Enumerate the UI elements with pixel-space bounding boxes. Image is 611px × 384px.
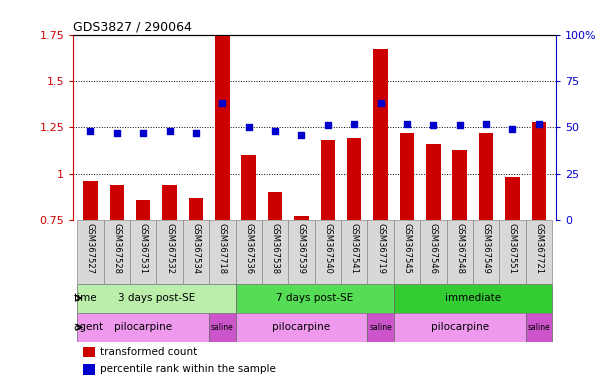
Text: pilocarpine: pilocarpine xyxy=(114,322,172,332)
Bar xyxy=(241,155,256,220)
Bar xyxy=(499,220,525,284)
Point xyxy=(534,121,544,127)
Bar xyxy=(136,200,150,220)
Text: GSM367528: GSM367528 xyxy=(112,223,122,274)
Point xyxy=(296,132,306,138)
Text: GSM367536: GSM367536 xyxy=(244,223,253,274)
Bar xyxy=(505,177,520,220)
Bar xyxy=(235,220,262,284)
Point xyxy=(191,130,201,136)
Bar xyxy=(525,313,552,342)
Bar xyxy=(453,149,467,220)
Bar xyxy=(394,313,525,342)
Bar xyxy=(77,313,209,342)
Text: GSM367539: GSM367539 xyxy=(297,223,306,274)
Bar xyxy=(315,220,341,284)
Bar xyxy=(215,35,230,220)
Bar xyxy=(83,347,95,358)
Bar xyxy=(189,198,203,220)
Bar xyxy=(77,284,235,313)
Text: GSM367538: GSM367538 xyxy=(271,223,280,274)
Text: percentile rank within the sample: percentile rank within the sample xyxy=(100,364,276,374)
Bar xyxy=(163,185,177,220)
Point xyxy=(138,130,148,136)
Text: transformed count: transformed count xyxy=(100,347,197,357)
Bar xyxy=(426,144,441,220)
Text: saline: saline xyxy=(527,323,551,332)
Text: GSM367527: GSM367527 xyxy=(86,223,95,274)
Bar xyxy=(473,220,499,284)
Point xyxy=(165,128,175,134)
Bar xyxy=(321,140,335,220)
Bar xyxy=(104,220,130,284)
Bar xyxy=(373,50,388,220)
Bar xyxy=(367,313,394,342)
Bar xyxy=(183,220,209,284)
Text: GSM367532: GSM367532 xyxy=(165,223,174,274)
Text: 7 days post-SE: 7 days post-SE xyxy=(276,293,353,303)
Bar xyxy=(532,122,546,220)
Bar xyxy=(295,216,309,220)
Bar xyxy=(400,133,414,220)
Text: time: time xyxy=(74,293,98,303)
Bar xyxy=(394,220,420,284)
Point xyxy=(270,128,280,134)
Point xyxy=(508,126,518,132)
Point xyxy=(86,128,95,134)
Bar xyxy=(209,313,235,342)
Point xyxy=(349,121,359,127)
Text: GSM367546: GSM367546 xyxy=(429,223,438,274)
Bar xyxy=(447,220,473,284)
Point xyxy=(428,122,438,129)
Bar xyxy=(109,185,124,220)
Bar xyxy=(288,220,315,284)
Text: saline: saline xyxy=(369,323,392,332)
Text: GSM367719: GSM367719 xyxy=(376,223,385,274)
Bar xyxy=(420,220,447,284)
Text: 3 days post-SE: 3 days post-SE xyxy=(118,293,195,303)
Text: GSM367541: GSM367541 xyxy=(349,223,359,274)
Point xyxy=(481,121,491,127)
Bar xyxy=(367,220,394,284)
Text: GSM367548: GSM367548 xyxy=(455,223,464,274)
Text: agent: agent xyxy=(74,322,104,332)
Point xyxy=(402,121,412,127)
Bar xyxy=(525,220,552,284)
Text: GSM367718: GSM367718 xyxy=(218,223,227,274)
Point xyxy=(323,122,333,129)
Bar xyxy=(341,220,367,284)
Bar xyxy=(479,133,493,220)
Bar xyxy=(156,220,183,284)
Bar xyxy=(347,138,362,220)
Bar xyxy=(83,181,98,220)
Point xyxy=(455,122,464,129)
Bar xyxy=(209,220,235,284)
Bar xyxy=(130,220,156,284)
Bar xyxy=(235,284,394,313)
Text: GSM367721: GSM367721 xyxy=(535,223,543,274)
Bar xyxy=(268,192,282,220)
Text: pilocarpine: pilocarpine xyxy=(273,322,331,332)
Bar xyxy=(235,313,367,342)
Text: saline: saline xyxy=(211,323,234,332)
Text: GSM367540: GSM367540 xyxy=(323,223,332,274)
Text: GSM367531: GSM367531 xyxy=(139,223,148,274)
Text: GSM367551: GSM367551 xyxy=(508,223,517,274)
Point xyxy=(376,100,386,106)
Text: immediate: immediate xyxy=(445,293,501,303)
Text: GSM367534: GSM367534 xyxy=(191,223,200,274)
Text: pilocarpine: pilocarpine xyxy=(431,322,489,332)
Bar xyxy=(77,220,104,284)
Bar xyxy=(83,364,95,375)
Point xyxy=(244,124,254,130)
Point xyxy=(112,130,122,136)
Bar xyxy=(394,284,552,313)
Point xyxy=(218,100,227,106)
Bar xyxy=(262,220,288,284)
Text: GSM367549: GSM367549 xyxy=(481,223,491,274)
Text: GSM367545: GSM367545 xyxy=(403,223,411,274)
Text: GDS3827 / 290064: GDS3827 / 290064 xyxy=(73,20,192,33)
